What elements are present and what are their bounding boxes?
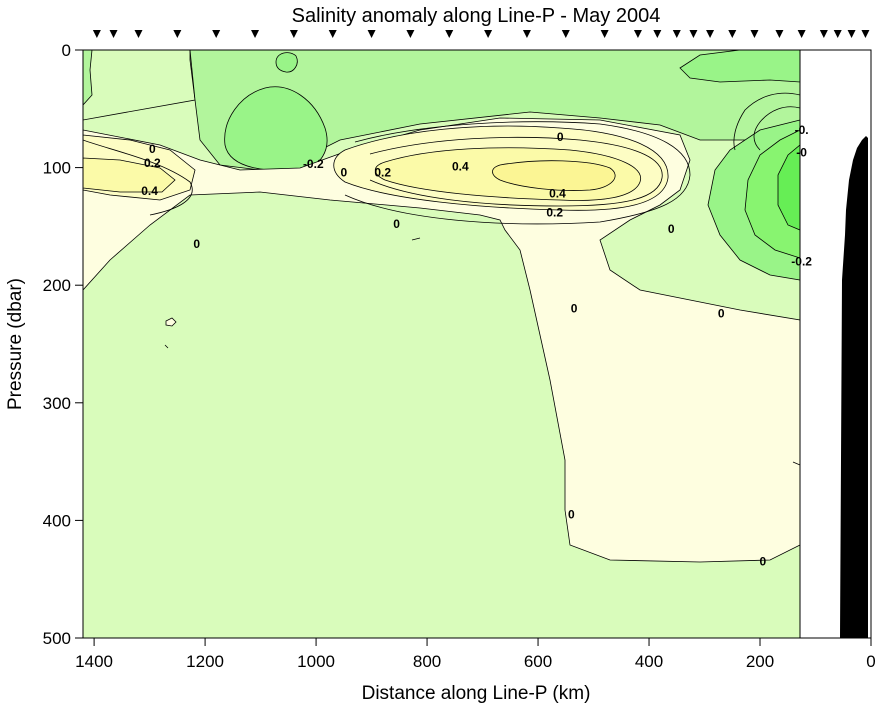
station-marker bbox=[251, 30, 260, 38]
contour-label: -0. bbox=[795, 123, 809, 137]
station-marker bbox=[561, 30, 570, 38]
contour-label: 0 bbox=[393, 217, 400, 231]
contour-line-right-1 bbox=[733, 92, 801, 151]
plot-frame bbox=[82, 49, 872, 639]
station-marker bbox=[134, 30, 143, 38]
station-marker bbox=[750, 30, 759, 38]
station-marker bbox=[406, 30, 415, 38]
fill-band-neg02-small bbox=[275, 52, 298, 73]
y-axis-label: Pressure (dbar) bbox=[5, 278, 26, 410]
bathymetry bbox=[840, 136, 868, 638]
contour-label: -0 bbox=[796, 145, 807, 159]
station-marker bbox=[173, 30, 182, 38]
fill-right-neg01 bbox=[679, 50, 801, 83]
fill-band-pos04-mid bbox=[492, 160, 616, 191]
x-axis-label: Distance along Line-P (km) bbox=[362, 683, 591, 704]
station-marker bbox=[600, 30, 609, 38]
station-marker bbox=[484, 30, 493, 38]
station-marker bbox=[109, 30, 118, 38]
station-marker bbox=[633, 30, 642, 38]
x-tick-label: 1400 bbox=[75, 652, 113, 671]
contour-line-pos-mid2 bbox=[369, 136, 663, 207]
y-tick-label: 200 bbox=[43, 276, 71, 295]
x-axis-ticks: 1400 1200 1000 800 600 400 200 0 bbox=[75, 638, 876, 671]
contour-label: 0 bbox=[149, 142, 156, 156]
contour-small-tick-3 bbox=[792, 461, 801, 466]
contour-label: 0.4 bbox=[549, 186, 566, 200]
x-tick-label: 600 bbox=[524, 652, 552, 671]
station-marker bbox=[728, 30, 737, 38]
station-marker bbox=[367, 30, 376, 38]
station-markers bbox=[92, 30, 870, 38]
plot-area: 00.20.40-0.20 0.2 0.400.40.20 00000-0.-0-0.… bbox=[83, 50, 871, 638]
contour-small-tick-1 bbox=[164, 344, 169, 349]
station-marker bbox=[706, 30, 715, 38]
contour-label: -0.2 bbox=[791, 255, 812, 269]
x-tick-label: 1200 bbox=[186, 652, 224, 671]
station-marker bbox=[672, 30, 681, 38]
x-tick-label: 1000 bbox=[297, 652, 335, 671]
contour-small-tick-2 bbox=[411, 237, 421, 241]
station-marker bbox=[833, 30, 842, 38]
y-tick-label: 300 bbox=[43, 394, 71, 413]
x-tick-label: 200 bbox=[746, 652, 774, 671]
contour-label: 0 bbox=[718, 306, 725, 320]
x-tick-label: 0 bbox=[866, 652, 875, 671]
contour-labels: 00.20.40-0.20 0.2 0.400.40.20 00000-0.-0-0.… bbox=[141, 123, 812, 569]
station-marker bbox=[212, 30, 221, 38]
contour-label: 0 bbox=[668, 222, 675, 236]
contour-label: 0 bbox=[340, 165, 347, 179]
contour-label: 0.4 bbox=[141, 184, 158, 198]
contour-label: 0.2 bbox=[374, 165, 391, 179]
fill-band-pos03 bbox=[83, 157, 176, 193]
station-marker bbox=[445, 30, 454, 38]
contour-line-pos-mid1 bbox=[344, 121, 691, 225]
y-tick-label: 400 bbox=[43, 511, 71, 530]
contour-label: 0 bbox=[193, 237, 200, 251]
contour-label: 0 bbox=[568, 508, 575, 522]
station-marker bbox=[289, 30, 298, 38]
station-marker bbox=[522, 30, 531, 38]
y-tick-label: 100 bbox=[43, 159, 71, 178]
y-tick-label: 500 bbox=[43, 629, 71, 648]
fill-band-neg01-left bbox=[83, 50, 93, 106]
x-tick-label: 800 bbox=[413, 652, 441, 671]
station-marker bbox=[847, 30, 856, 38]
y-axis-ticks: 0 100 200 300 400 500 bbox=[43, 41, 83, 648]
contour-label: 0 bbox=[571, 302, 578, 316]
station-marker bbox=[328, 30, 337, 38]
x-tick-label: 400 bbox=[635, 652, 663, 671]
contour-label: -0.2 bbox=[303, 157, 324, 171]
fill-band-0-lefttop bbox=[83, 50, 196, 121]
station-marker bbox=[653, 30, 662, 38]
contour-label: 0.4 bbox=[452, 159, 469, 173]
station-marker bbox=[819, 30, 828, 38]
station-marker bbox=[689, 30, 698, 38]
contour-small-hex bbox=[165, 317, 177, 327]
station-marker bbox=[861, 30, 870, 38]
chart-title: Salinity anomaly along Line-P - May 2004 bbox=[292, 5, 661, 27]
contour-label: 0.2 bbox=[546, 205, 563, 219]
y-tick-label: 0 bbox=[62, 41, 71, 60]
contour-line-pos01-lower bbox=[83, 139, 193, 216]
contour-line-right-2 bbox=[753, 106, 801, 151]
contour-label: 0 bbox=[759, 555, 766, 569]
station-marker bbox=[92, 30, 101, 38]
contour-label: 0.2 bbox=[144, 156, 161, 170]
station-marker bbox=[797, 30, 806, 38]
contour-label: 0 bbox=[557, 130, 564, 144]
station-marker bbox=[775, 30, 784, 38]
